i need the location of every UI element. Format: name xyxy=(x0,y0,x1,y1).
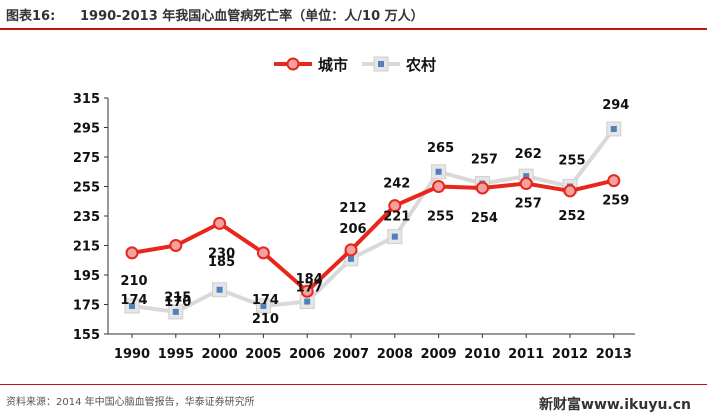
urban-data-label: 257 xyxy=(515,197,542,212)
rural-point-core xyxy=(216,286,223,293)
y-tick-label: 295 xyxy=(73,122,100,137)
urban-point xyxy=(563,184,577,198)
urban-point xyxy=(213,216,227,230)
legend-urban-marker xyxy=(286,57,300,71)
urban-point xyxy=(256,246,270,260)
rural-point-core xyxy=(391,233,398,240)
rural-data-label: 294 xyxy=(602,98,629,113)
x-tick-label: 1995 xyxy=(158,347,194,362)
rural-point-core xyxy=(129,302,135,309)
x-tick-label: 2007 xyxy=(333,347,369,362)
legend: 城市 农村 xyxy=(274,56,436,74)
rural-data-label: 177 xyxy=(296,281,323,296)
rural-point-core xyxy=(610,125,617,132)
rural-data-label: 255 xyxy=(558,154,585,169)
y-tick-label: 155 xyxy=(73,328,100,343)
figure-header: 图表16: 1990-2013 年我国心血管病死亡率（单位：人/10 万人） xyxy=(0,2,707,28)
urban-data-label: 210 xyxy=(252,312,279,327)
legend-rural-label: 农村 xyxy=(405,56,436,74)
urban-point xyxy=(432,180,446,193)
rural-point-core xyxy=(435,168,442,175)
urban-point xyxy=(344,243,358,257)
urban-data-label: 215 xyxy=(164,291,191,306)
x-tick-label: 2010 xyxy=(464,347,500,362)
urban-point xyxy=(300,284,314,298)
title-rule xyxy=(0,28,707,30)
axes: 155 175 195 215 235 255 275 295 315 1990 1995 2000 2… xyxy=(73,92,635,362)
rural-data-label: 262 xyxy=(515,147,542,162)
urban-point xyxy=(125,246,139,260)
y-tick-label: 235 xyxy=(73,210,100,225)
x-tick-label: 2005 xyxy=(245,347,281,362)
rural-data-label: 174 xyxy=(120,293,147,308)
y-tick-label: 315 xyxy=(73,92,100,107)
rural-data-label: 206 xyxy=(339,222,366,237)
urban-data-label: 230 xyxy=(208,246,235,261)
series-layer xyxy=(124,121,622,320)
urban-data-label: 259 xyxy=(602,194,629,209)
source-note: 资料来源：2014 年中国心脑血管报告，华泰证券研究所 xyxy=(6,397,255,408)
data-labels: 210 215 230 210 184 212 242 255 254 257 252 259 174 1… xyxy=(120,98,629,327)
rural-point-core xyxy=(172,308,179,315)
rural-data-label: 221 xyxy=(383,210,410,225)
urban-data-label: 210 xyxy=(120,274,147,289)
line-chart: 城市 农村 155 175 195 215 235 255 275 295 315 1990 1995… xyxy=(73,56,635,362)
x-tick-label: 2013 xyxy=(596,347,632,362)
x-tick-label: 2011 xyxy=(508,347,544,362)
rural-data-label: 265 xyxy=(427,141,454,156)
x-tick-label: 2006 xyxy=(289,347,325,362)
rural-data-label: 170 xyxy=(164,295,191,310)
legend-urban-label: 城市 xyxy=(318,56,348,74)
urban-point xyxy=(388,199,402,213)
urban-point xyxy=(169,239,183,252)
urban-data-label: 212 xyxy=(339,201,366,216)
x-tick-label: 2000 xyxy=(202,347,238,362)
urban-data-label: 254 xyxy=(471,211,498,226)
figure-title: 1990-2013 年我国心血管病死亡率（单位：人/10 万人） xyxy=(80,9,424,24)
rural-data-label: 257 xyxy=(471,153,498,168)
urban-data-label: 255 xyxy=(427,210,454,225)
footer-rule xyxy=(0,384,707,385)
watermark: 新财富www.ikuyu.cn xyxy=(539,397,691,413)
urban-point xyxy=(475,181,489,195)
y-tick-label: 195 xyxy=(73,269,100,284)
rural-data-label: 185 xyxy=(208,255,235,270)
urban-data-label: 242 xyxy=(383,177,410,192)
urban-point xyxy=(607,174,621,188)
rural-point-core xyxy=(523,173,530,180)
rural-data-label: 174 xyxy=(252,293,279,308)
series-line-urban xyxy=(131,178,615,294)
urban-data-label: 184 xyxy=(296,272,323,287)
rural-point-core xyxy=(348,255,354,262)
y-tick-label: 275 xyxy=(73,151,100,166)
y-tick-label: 175 xyxy=(73,299,100,314)
y-tick-label: 215 xyxy=(73,240,100,255)
x-tick-label: 2012 xyxy=(552,347,588,362)
rural-point-core xyxy=(304,298,311,305)
legend-rural-marker-core xyxy=(378,61,384,67)
rural-point-core xyxy=(260,302,267,309)
x-tick-label: 2008 xyxy=(377,347,413,362)
urban-point xyxy=(519,177,533,191)
urban-data-label: 252 xyxy=(558,209,585,224)
x-tick-label: 1990 xyxy=(114,347,150,362)
x-tick-label: 2009 xyxy=(421,347,457,362)
y-tick-label: 255 xyxy=(73,181,100,196)
figure-label: 图表16: xyxy=(6,9,56,24)
